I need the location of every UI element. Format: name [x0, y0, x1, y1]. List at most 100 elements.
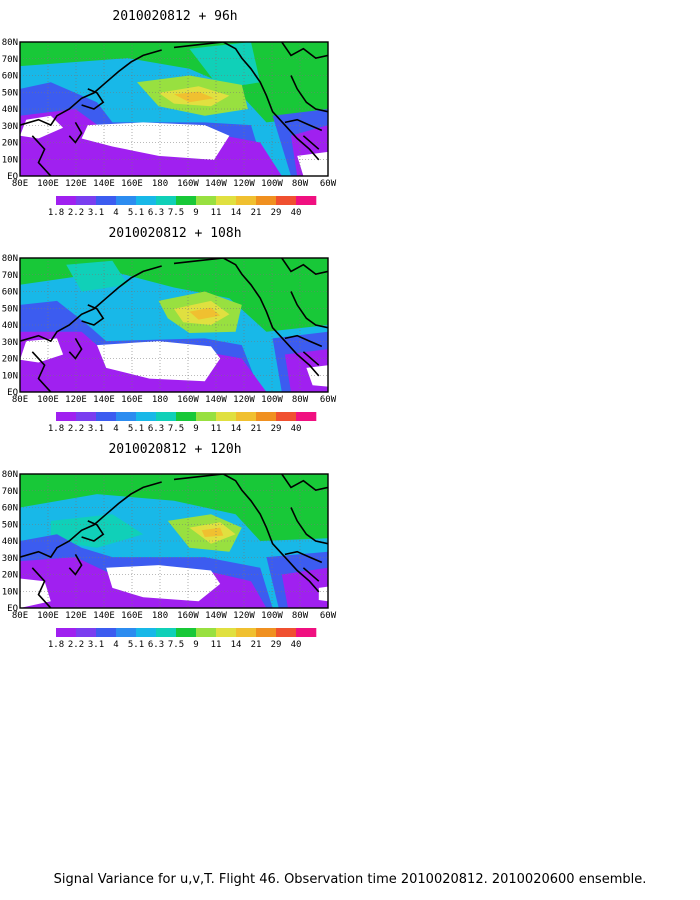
lat-label: EQ [7, 172, 18, 182]
below-threshold-region [306, 365, 328, 387]
lat-label: 20N [2, 355, 18, 365]
colorbar-label: 11 [211, 424, 222, 434]
coastline [31, 567, 52, 608]
lon-label: 140E [93, 179, 115, 189]
lat-label: 50N [2, 88, 18, 98]
colorbar-label: 14 [231, 208, 242, 218]
coastlines [20, 42, 328, 176]
lon-label: 60W [320, 179, 337, 189]
lon-label: 180 [152, 179, 168, 189]
lat-label: 80N [2, 254, 18, 264]
lon-label: 100W [261, 179, 283, 189]
lat-label: 60N [2, 72, 18, 82]
lon-label: 80W [292, 395, 309, 405]
lon-label: 160E [121, 611, 143, 621]
lon-label: 100W [261, 611, 283, 621]
coastline [281, 474, 328, 491]
lon-label: 120E [65, 395, 87, 405]
coastline [302, 135, 320, 150]
variance-shading [66, 260, 128, 292]
coastline [68, 553, 83, 576]
lon-label: 60W [320, 395, 337, 405]
coastline [31, 135, 52, 176]
colorbar-label: 5.1 [128, 208, 144, 218]
lat-label: 70N [2, 487, 18, 497]
lat-label: 60N [2, 504, 18, 514]
coastline [81, 88, 105, 110]
colorbar-label: 1.8 [48, 640, 64, 650]
coastline [31, 351, 52, 392]
lat-label: 10N [2, 371, 18, 381]
colorbar-label: 11 [211, 208, 222, 218]
coastline [20, 481, 162, 559]
variance-shading [189, 307, 221, 320]
figure-caption: Signal Variance for u,v,T. Flight 46. Ob… [53, 872, 647, 887]
coastline [20, 49, 162, 127]
lat-label: 80N [2, 470, 18, 480]
colorbar-swatch [276, 628, 297, 637]
lon-label: 100E [37, 395, 59, 405]
below-threshold-region [20, 338, 64, 363]
lon-label: 80E [12, 179, 28, 189]
colorbar-swatch [256, 412, 277, 421]
colorbar-swatch [296, 196, 317, 205]
coastlines [20, 474, 328, 608]
lon-label: 160E [121, 179, 143, 189]
colorbar-label: 4 [113, 424, 118, 434]
colorbar-swatch [96, 412, 117, 421]
lat-label: EQ [7, 604, 18, 614]
lat-label: 50N [2, 520, 18, 530]
lon-label: 80W [292, 611, 309, 621]
colorbar-swatch [276, 196, 297, 205]
coastline [302, 567, 320, 582]
lon-label: 120W [233, 179, 255, 189]
map-frame [19, 257, 329, 393]
lat-label: 60N [2, 288, 18, 298]
colorbar-swatch [56, 412, 77, 421]
colorbar-swatch [56, 196, 77, 205]
colorbar-swatch [116, 628, 137, 637]
panel-title: 2010020812 + 120h [108, 442, 242, 457]
coastline [68, 337, 83, 360]
coastline [81, 520, 105, 542]
colorbar-swatch [116, 412, 137, 421]
colorbar-label: 29 [271, 424, 282, 434]
coastline [173, 258, 320, 377]
colorbar-label: 9 [193, 424, 198, 434]
lat-label: 40N [2, 105, 18, 115]
colorbar-swatch [76, 196, 97, 205]
coastline [284, 550, 323, 564]
lon-label: 140E [93, 611, 115, 621]
colorbar-swatch [116, 196, 137, 205]
lon-label: 100W [261, 395, 283, 405]
colorbar-label: 1.8 [48, 208, 64, 218]
coastline [281, 258, 328, 275]
lat-label: 20N [2, 139, 18, 149]
colorbar-label: 3.1 [88, 640, 104, 650]
coastline [281, 42, 328, 59]
colorbar-label: 1.8 [48, 424, 64, 434]
colorbar-swatch [196, 196, 217, 205]
colorbar-swatch [96, 628, 117, 637]
colorbar-swatch [256, 196, 277, 205]
grid-lines [20, 42, 328, 176]
below-threshold-region [81, 122, 230, 160]
coastline [290, 75, 328, 113]
coastline [173, 474, 320, 593]
lon-label: 120E [65, 611, 87, 621]
lon-label: 140W [205, 179, 227, 189]
lat-label: 30N [2, 554, 18, 564]
colorbar-swatch [156, 412, 177, 421]
coastline [290, 291, 328, 329]
lon-label: 80E [12, 611, 28, 621]
lon-label: 140E [93, 395, 115, 405]
lon-label: 160W [177, 395, 199, 405]
below-threshold-region [97, 341, 221, 382]
lon-label: 100E [37, 611, 59, 621]
colorbar-swatch [216, 412, 237, 421]
lat-label: 30N [2, 338, 18, 348]
coastline [302, 351, 320, 366]
map-frame [19, 473, 329, 609]
